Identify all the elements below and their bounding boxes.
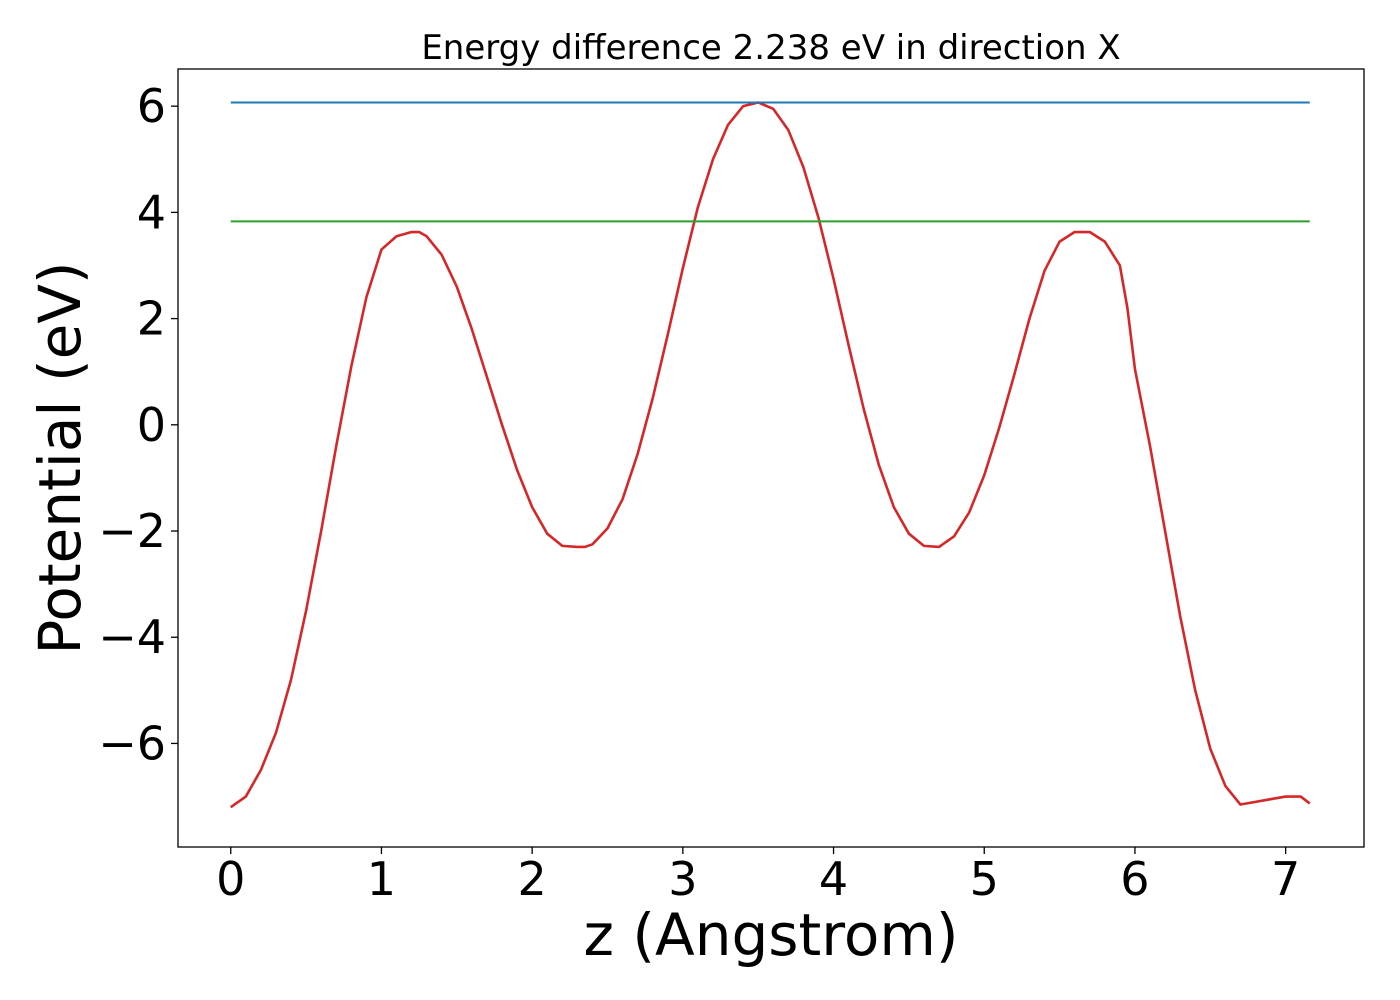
x-tick-label-4: 4: [819, 852, 848, 906]
y-tick-label-5: 4: [137, 185, 166, 239]
series-line-0: [229, 101, 1311, 809]
y-tick-label-0: −6: [98, 716, 166, 770]
x-tick-label-3: 3: [668, 852, 697, 906]
x-axis-ticks: 0 1 2 3 4 5 6 7: [216, 847, 1300, 906]
x-tick-label-7: 7: [1271, 852, 1300, 906]
x-tick-label-1: 1: [367, 852, 396, 906]
y-axis-ticks: −6 −4 −2 0 2 4 6: [98, 79, 178, 770]
chart-title: Energy difference 2.238 eV in direction …: [421, 28, 1120, 68]
x-tick-label-0: 0: [216, 852, 245, 906]
y-tick-label-2: −2: [98, 504, 166, 558]
y-axis-label: Potential (eV): [26, 261, 94, 654]
series-layer: [229, 101, 1311, 809]
x-tick-label-2: 2: [518, 852, 547, 906]
x-axis-label: z (Angstrom): [584, 901, 959, 969]
y-tick-label-1: −4: [98, 610, 166, 664]
x-tick-label-5: 5: [970, 852, 999, 906]
y-tick-label-3: 0: [137, 398, 166, 452]
x-tick-label-6: 6: [1120, 852, 1149, 906]
y-tick-label-4: 2: [137, 292, 166, 346]
y-tick-label-6: 6: [137, 79, 166, 133]
plot-frame: [177, 68, 1365, 848]
